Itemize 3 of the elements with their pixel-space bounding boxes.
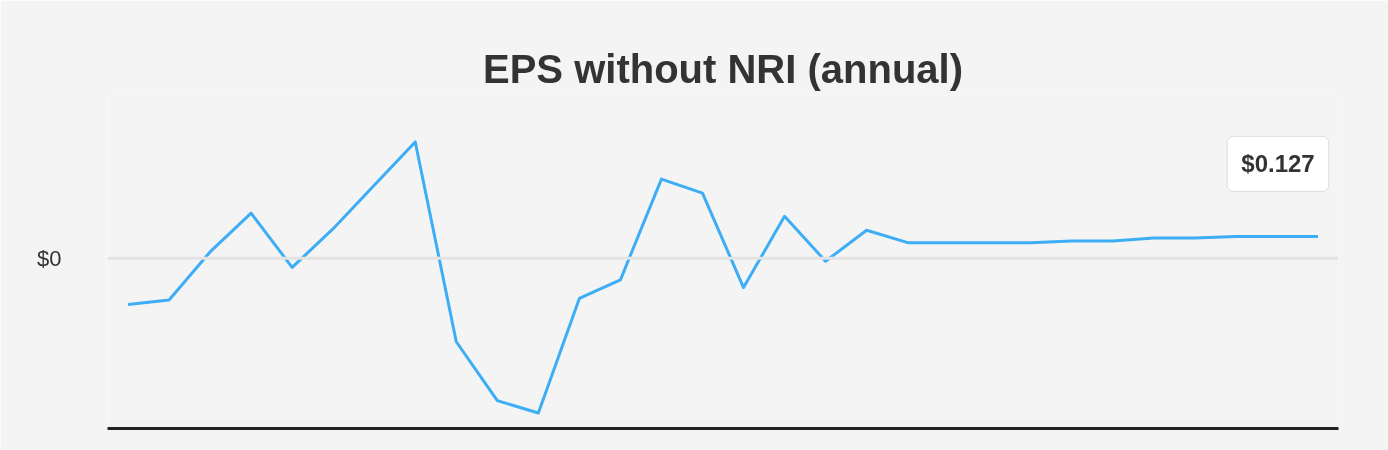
- annotation: $0.127: [1241, 150, 1315, 178]
- ref-line-label: $0: [37, 245, 62, 271]
- chart-title: EPS without NRI (annual): [483, 46, 963, 91]
